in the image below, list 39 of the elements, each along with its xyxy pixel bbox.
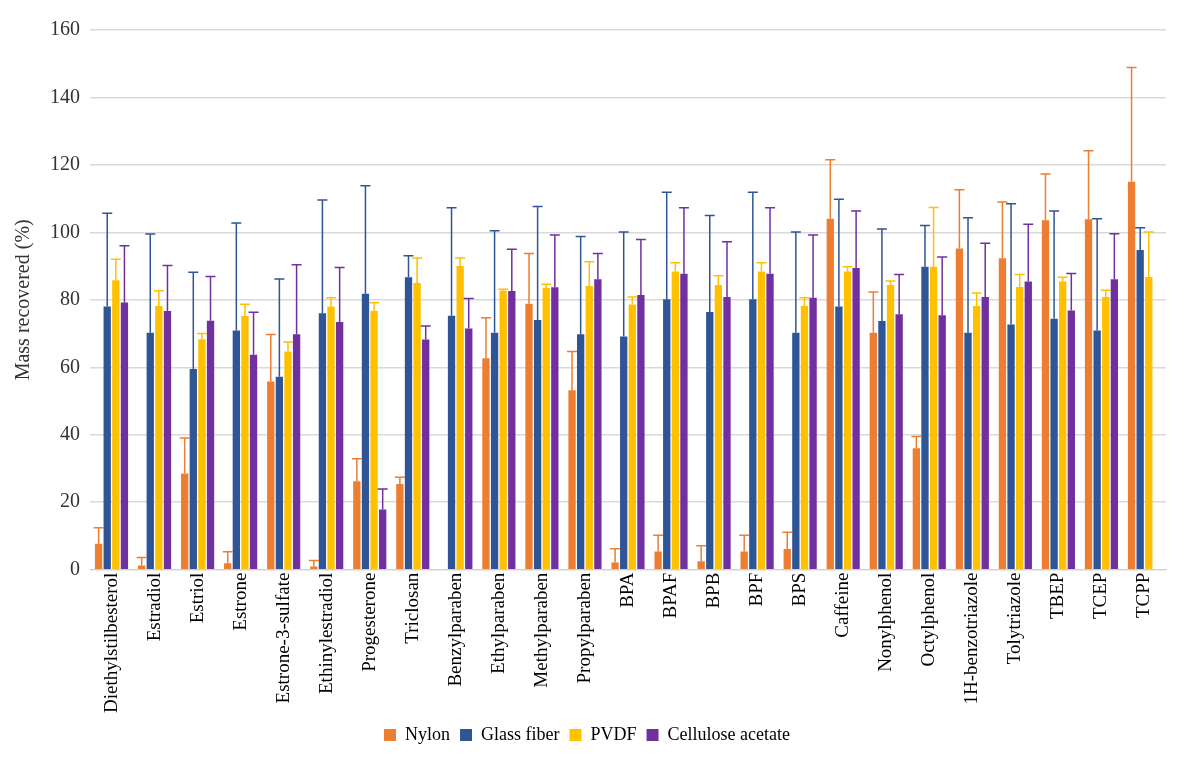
- x-tick-label: Triclosan: [400, 572, 422, 644]
- y-tick-label: 100: [50, 219, 80, 242]
- x-tick-label: BPF: [745, 572, 767, 607]
- x-tick-label: Propylparaben: [572, 572, 594, 684]
- legend-label: Nylon: [405, 723, 451, 744]
- x-tick-label: Methylparaben: [529, 572, 551, 688]
- x-tick-label: Ethylparaben: [486, 572, 508, 674]
- x-tick-label: Caffeine: [831, 572, 853, 638]
- y-tick-label: 20: [60, 489, 80, 512]
- x-tick-label: Benzylparaben: [443, 572, 465, 687]
- y-axis-title: Mass recovered (%): [11, 219, 35, 381]
- legend-label: Glass fiber: [481, 723, 560, 744]
- y-tick-label: 80: [60, 287, 80, 310]
- y-tick-label: 160: [50, 17, 80, 40]
- x-tick-label: Tolytriazole: [1003, 572, 1025, 665]
- y-tick-label: 140: [50, 84, 80, 107]
- x-tick-label: Estrone: [228, 572, 250, 631]
- x-tick-label: Diethylstilbesterol: [99, 572, 121, 714]
- y-tick-label: 120: [50, 152, 80, 175]
- x-tick-label: Ethinylestradiol: [314, 572, 336, 695]
- x-tick-label: Estradiol: [142, 572, 164, 642]
- y-tick-label: 40: [60, 421, 80, 444]
- x-tick-label: Nonylphenol: [874, 572, 896, 672]
- x-tick-label: Octylphenol: [917, 572, 939, 667]
- x-tick-label: BPAF: [659, 572, 681, 619]
- x-tick-label: Estrone-3-sulfate: [271, 572, 293, 704]
- y-tick-label: 0: [70, 556, 80, 579]
- x-tick-label: BPS: [788, 572, 810, 607]
- x-tick-label: TCPP: [1132, 572, 1154, 619]
- x-tick-label: Progesterone: [357, 572, 379, 672]
- x-tick-label: TBEP: [1046, 572, 1068, 620]
- legend-label: Cellulose acetate: [667, 723, 790, 744]
- x-tick-label: BPB: [702, 572, 724, 609]
- x-tick-label: TCEP: [1089, 572, 1111, 620]
- legend-label: PVDF: [590, 723, 637, 744]
- x-tick-label: 1H-benzotriazole: [960, 572, 982, 705]
- x-tick-label: Estriol: [185, 572, 207, 624]
- x-tick-label: BPA: [615, 572, 637, 608]
- y-tick-label: 60: [60, 354, 80, 377]
